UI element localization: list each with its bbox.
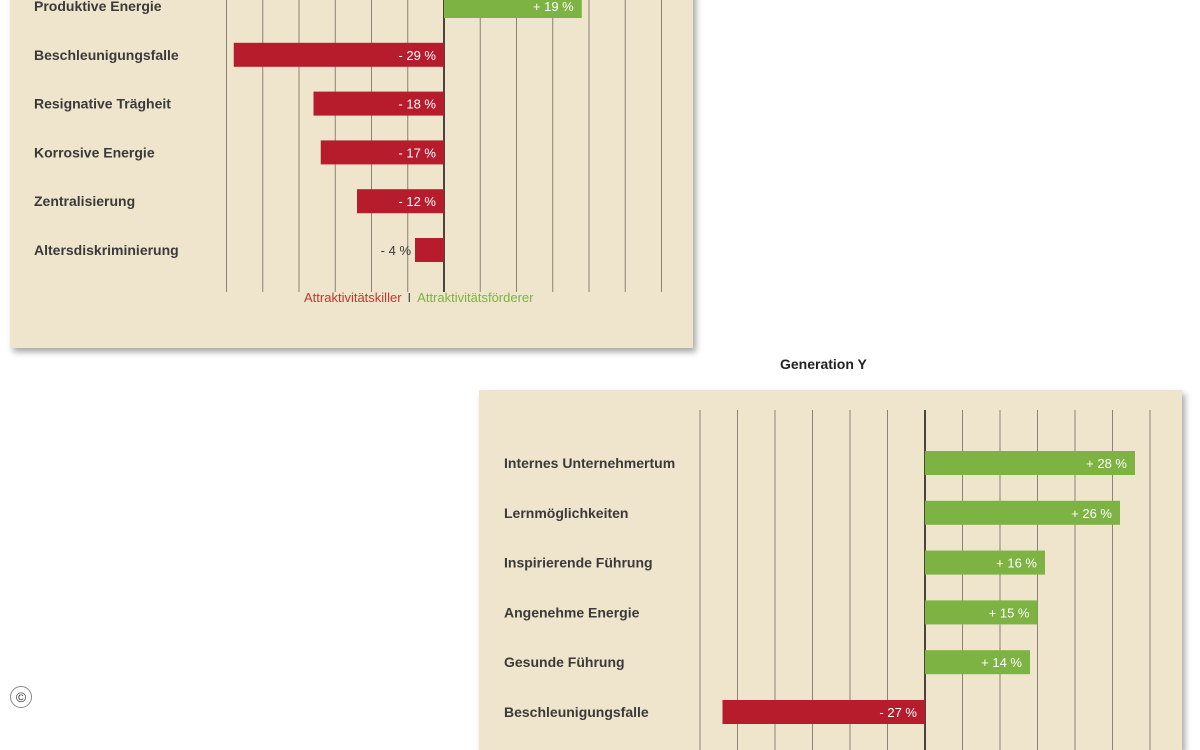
category-label: Angenehme Energie bbox=[504, 604, 640, 620]
category-label: Produktive Energie bbox=[34, 0, 162, 14]
copyright-icon: © bbox=[10, 686, 32, 708]
category-label: Inspirierende Führung bbox=[504, 555, 653, 571]
data-label: + 28 % bbox=[1086, 456, 1127, 471]
data-label: - 18 % bbox=[398, 97, 436, 112]
category-label: Internes Unternehmertum bbox=[504, 455, 675, 471]
category-label: Lernmöglichkeiten bbox=[504, 505, 628, 521]
data-label: + 15 % bbox=[989, 605, 1030, 620]
chart-2-svg: Internes Unternehmertum + 28 % Lernmöglich… bbox=[504, 410, 1151, 750]
data-label: + 26 % bbox=[1071, 506, 1112, 521]
bar bbox=[925, 550, 1045, 575]
category-label: Beschleunigungsfalle bbox=[34, 47, 179, 63]
legend-killer: Attraktivitätskiller bbox=[304, 290, 402, 305]
category-label: Beschleunigungsfalle bbox=[504, 704, 649, 720]
bar bbox=[320, 140, 444, 165]
legend: Attraktivitätskiller I Attraktivitätsförde… bbox=[304, 290, 533, 305]
legend-separator: I bbox=[407, 290, 412, 305]
category-label: Altersdiskriminierung bbox=[34, 242, 179, 258]
category-label: Gesunde Führung bbox=[504, 654, 625, 670]
bar bbox=[313, 91, 444, 116]
data-label: - 29 % bbox=[398, 48, 436, 63]
bar bbox=[925, 650, 1030, 675]
category-label: Resignative Trägheit bbox=[34, 96, 171, 112]
data-label: - 17 % bbox=[398, 145, 436, 160]
bar bbox=[925, 451, 1135, 475]
data-label: + 14 % bbox=[981, 655, 1022, 670]
bar bbox=[925, 600, 1038, 625]
bar bbox=[233, 42, 444, 67]
bar bbox=[925, 500, 1120, 525]
category-label: Korrosive Energie bbox=[34, 144, 155, 160]
data-label: - 4 % bbox=[381, 243, 412, 258]
chart-2-title: Generation Y bbox=[780, 356, 867, 372]
bar bbox=[444, 0, 582, 18]
chart-1-svg: Produktive Energie + 19 % Beschleunigungsf… bbox=[34, 0, 662, 292]
bar bbox=[415, 238, 444, 262]
bar bbox=[357, 189, 444, 214]
data-label: + 19 % bbox=[533, 0, 574, 14]
chart-panel-2: Internes Unternehmertum + 28 % Lernmöglich… bbox=[479, 390, 1182, 750]
legend-foerderer: Attraktivitätsförderer bbox=[417, 290, 534, 305]
data-label: + 16 % bbox=[996, 556, 1037, 571]
data-label: - 27 % bbox=[879, 705, 917, 720]
chart-panel-1: Produktive Energie + 19 % Beschleunigungsf… bbox=[10, 0, 693, 348]
data-label: - 12 % bbox=[398, 194, 436, 209]
category-label: Zentralisierung bbox=[34, 193, 135, 209]
